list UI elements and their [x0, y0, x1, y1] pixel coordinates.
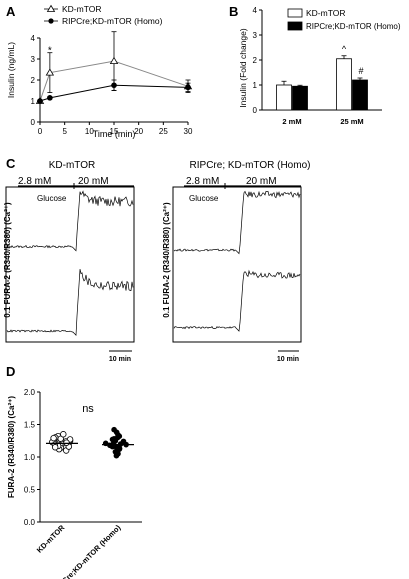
data-point-circle	[37, 98, 43, 104]
legend-triangle-marker	[46, 4, 56, 12]
x-tick-label: 10	[85, 127, 94, 136]
significance-marker: #	[358, 66, 363, 76]
legend-label-ripcre: RIPCre;KD-mTOR (Homo)	[62, 16, 163, 26]
trace-box	[5, 186, 135, 343]
calcium-trace	[6, 269, 134, 337]
panel-a-legend: KD-mTOR RIPCre;KD-mTOR (Homo)	[44, 4, 163, 26]
bar	[352, 79, 368, 111]
data-point-filled	[113, 450, 120, 456]
panel-a: A KD-mTOR RIPCre;KD-mTOR (Homo) 0 1 2 3 4 0 5 1…	[6, 4, 193, 139]
data-point-filled	[109, 436, 116, 443]
significance-marker: *	[48, 46, 52, 57]
panel-b-y-axis-label: Insulin (Fold change)	[238, 28, 248, 108]
x-category-label: 2 mM	[282, 117, 301, 126]
panel-c-right-title: RIPCre; KD-mTOR (Homo)	[190, 160, 311, 171]
panel-b-legend: KD-mTOR RIPCre;KD-mTOR (Homo)	[287, 8, 401, 31]
y-tick-label: 4	[31, 34, 36, 43]
y-tick-label: 3	[253, 31, 258, 40]
y-tick-label: 0	[253, 106, 258, 115]
panel-a-y-axis-label: Insulin (ng/mL)	[6, 42, 16, 98]
panel-c-left-stimulus-label: Glucose	[37, 194, 67, 203]
data-point-filled	[115, 432, 121, 438]
y-tick-label: 0.5	[24, 486, 36, 495]
data-point-circle	[111, 82, 117, 89]
panel-c-left-title: KD-mTOR	[49, 160, 95, 171]
legend-label-kd-mtor: KD-mTOR	[306, 8, 346, 18]
panel-c-right-scale-label: 10 min	[277, 356, 299, 363]
y-tick-label: 2	[31, 76, 36, 85]
legend-label-kd-mtor: KD-mTOR	[62, 4, 102, 14]
panel-c-right-cond-low: 2.8 mM	[186, 176, 219, 187]
calcium-trace	[173, 269, 301, 332]
panel-c: C KD-mTOR RIPCre; KD-mTOR (Homo) 2.8 mM …	[3, 156, 310, 363]
data-point-open	[52, 444, 59, 451]
legend-swatch-kd-mtor	[287, 8, 303, 18]
legend-swatch-ripcre	[287, 21, 303, 31]
panel-c-right-cond-high: 20 mM	[246, 176, 277, 187]
data-point-open	[50, 434, 57, 442]
data-point-triangle	[109, 56, 119, 64]
panel-c-letter: C	[6, 156, 16, 171]
panel-c-plot	[5, 183, 302, 343]
series-line	[39, 84, 189, 102]
data-point-circle	[185, 84, 191, 91]
y-tick-label: 1	[253, 81, 258, 90]
x-tick-label: 20	[134, 127, 143, 136]
x-tick-label: 0	[38, 127, 43, 136]
x-tick-label: 25	[159, 127, 168, 136]
trace-box	[172, 186, 302, 343]
x-category-label: 25 mM	[340, 117, 363, 126]
y-tick-label: 2.0	[24, 388, 36, 397]
panel-c-left-scale-label: 10 min	[109, 356, 131, 363]
panel-a-letter: A	[6, 4, 16, 19]
y-tick-label: 3	[31, 55, 36, 64]
legend-circle-marker	[48, 18, 54, 24]
data-point-filled	[116, 445, 123, 452]
data-point-filled	[102, 440, 109, 447]
panel-d-annotation-ns: ns	[82, 403, 94, 415]
y-tick-label: 1.5	[24, 421, 36, 430]
data-point-triangle	[45, 68, 55, 76]
panel-b: B KD-mTOR RIPCre;KD-mTOR (Homo) 0 1 2 3 4 2 m…	[229, 4, 401, 126]
panel-d-y-axis-label: FURA-2 (R340/R380) (Ca²⁺)	[7, 396, 16, 498]
x-tick-label: 15	[110, 127, 119, 136]
panel-d: D 0.00.51.01.52.0KD-mTORRIP-Cre;KD-mTOR …	[6, 364, 142, 579]
y-tick-label: 2	[253, 56, 258, 65]
panel-d-letter: D	[6, 364, 15, 379]
panel-a-plot: 0 1 2 3 4 0 5 10 15 20 25 30 *	[31, 31, 193, 136]
panel-a-x-axis-label: Time (min)	[93, 129, 136, 139]
x-category-label: KD-mTOR	[35, 523, 67, 555]
data-point-open	[63, 439, 70, 446]
panel-c-left-cond-low: 2.8 mM	[18, 176, 51, 187]
bar	[336, 58, 352, 111]
y-tick-label: 1.0	[24, 453, 36, 462]
panel-b-plot: 0 1 2 3 4 2 mM 25 mM ^ #	[253, 6, 382, 126]
significance-marker: ^	[342, 44, 347, 54]
y-tick-label: 0	[31, 118, 36, 127]
panel-c-right-stimulus-label: Glucose	[189, 194, 219, 203]
y-tick-label: 0.0	[24, 518, 36, 527]
data-point-open	[60, 431, 67, 438]
calcium-trace	[173, 190, 301, 255]
x-tick-label: 30	[184, 127, 193, 136]
panel-b-letter: B	[229, 4, 238, 19]
x-tick-label: 5	[62, 127, 67, 136]
data-point-circle	[47, 95, 53, 101]
legend-label-ripcre: RIPCre;KD-mTOR (Homo)	[306, 22, 401, 31]
panel-c-right-y-axis-label: 0.1 FURA-2 (R340/R380) (Ca²⁺)	[162, 202, 171, 318]
calcium-trace	[6, 190, 134, 252]
panel-c-left-y-axis-label: 0.1 FURA-2 (R340/R380) (Ca²⁺)	[3, 202, 12, 318]
series-line	[39, 60, 189, 102]
y-tick-label: 4	[253, 6, 258, 15]
bar	[292, 85, 308, 111]
y-tick-label: 1	[31, 97, 36, 106]
panel-c-left-cond-high: 20 mM	[78, 176, 109, 187]
bar	[276, 84, 292, 111]
